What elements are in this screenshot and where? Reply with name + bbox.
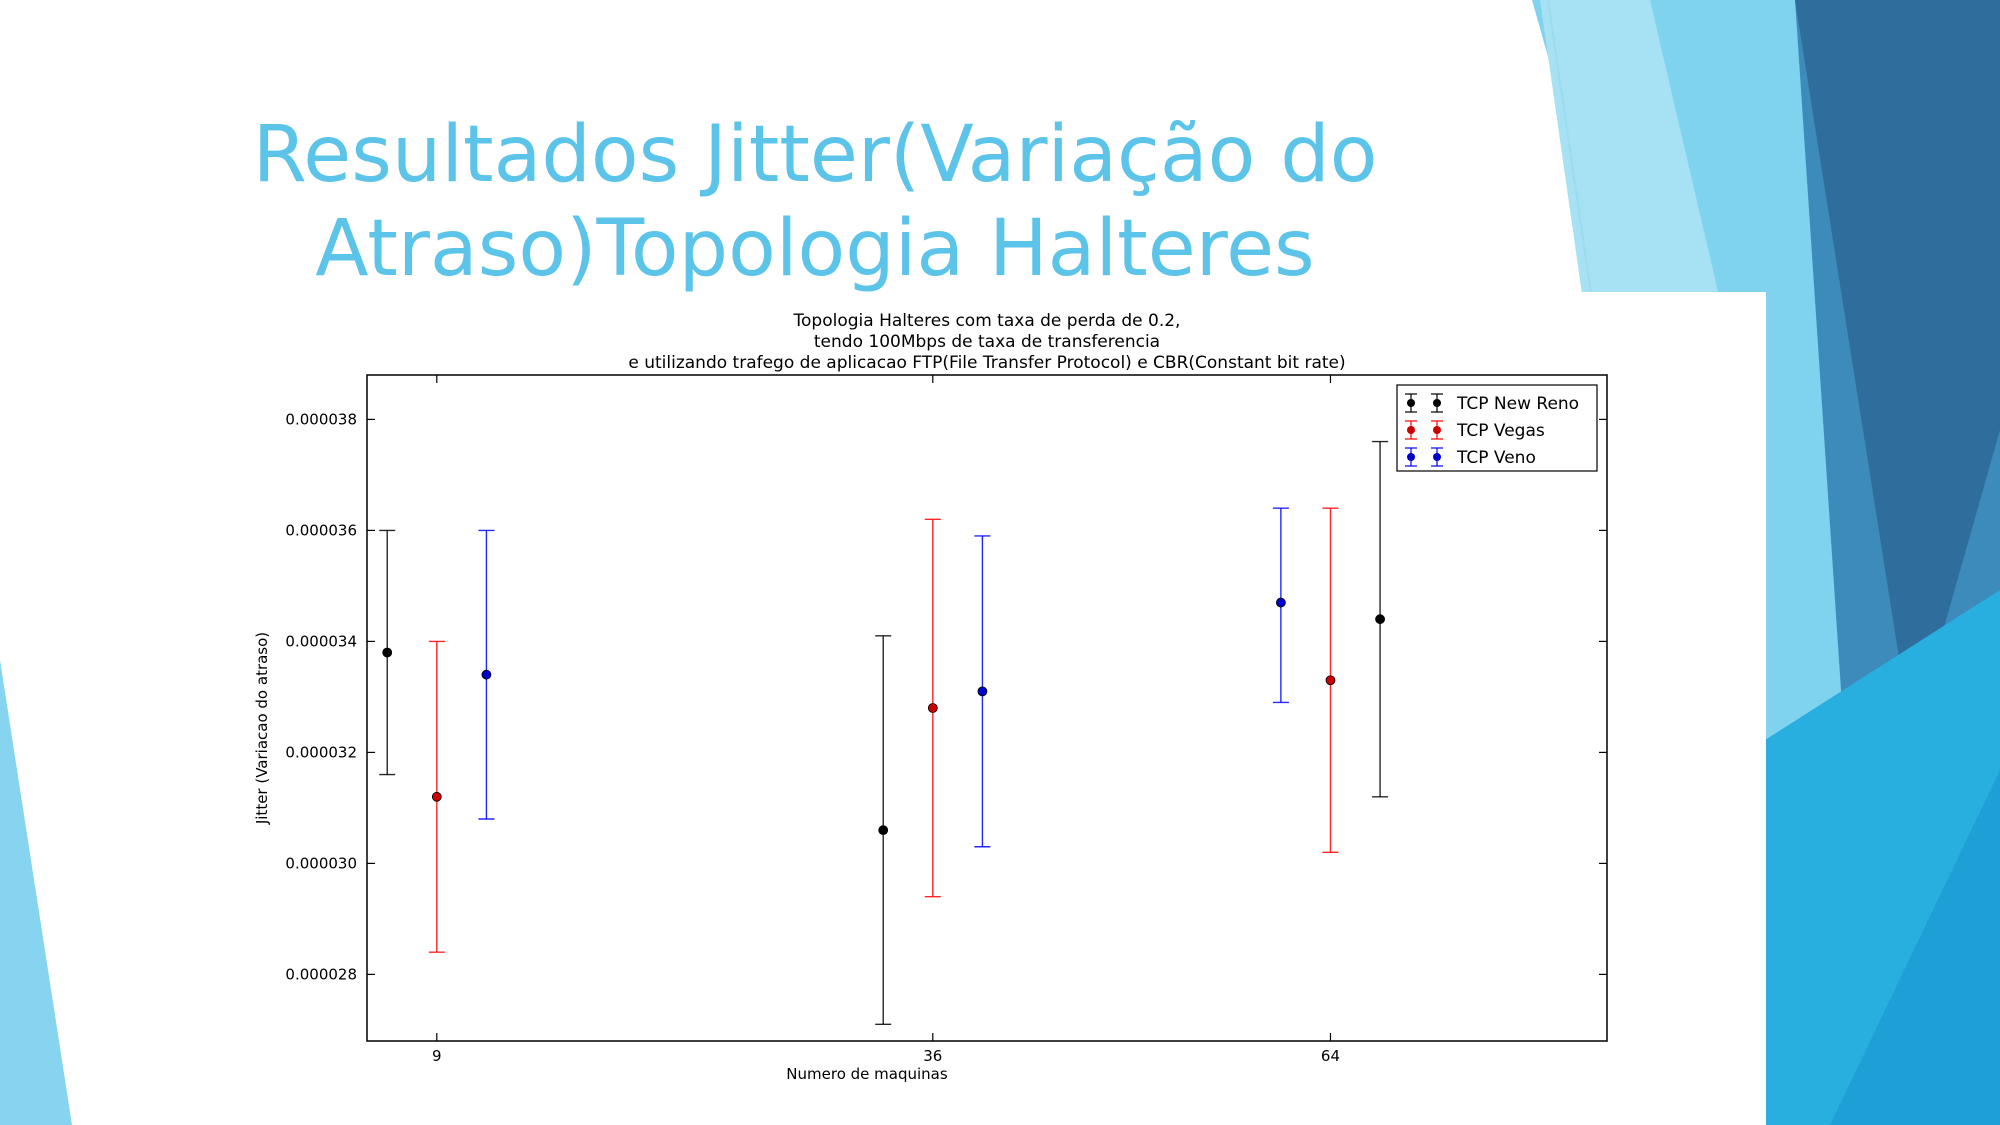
tcp-vegas-legend-label: TCP Vegas	[1456, 421, 1545, 441]
plot-panel: Topologia Halteres com taxa de perda de …	[180, 292, 1766, 1125]
tcp-veno-legend-marker	[1407, 453, 1415, 461]
y-tick-label: 0.000036	[285, 521, 357, 539]
deco-left-triangle	[0, 660, 72, 1125]
tcp-vegas-point	[1325, 675, 1336, 686]
plot-frame	[366, 374, 1608, 1042]
tcp-veno-point	[1275, 597, 1286, 608]
tcp-new-reno-point	[382, 647, 393, 658]
y-tick-label: 0.000030	[285, 854, 357, 872]
jitter-errorbar-chart: Topologia Halteres com taxa de perda de …	[253, 311, 1608, 1083]
chart-title-line-1: Topologia Halteres com taxa de perda de …	[793, 311, 1181, 331]
chart-title-line-3: e utilizando trafego de aplicacao FTP(Fi…	[628, 353, 1345, 373]
y-tick-label: 0.000034	[285, 632, 357, 650]
tcp-veno-legend-label: TCP Veno	[1456, 448, 1536, 468]
x-tick-label: 36	[923, 1047, 942, 1065]
chart-title-line-2: tendo 100Mbps de taxa de transferencia	[814, 332, 1160, 352]
tcp-vegas-legend-marker	[1433, 426, 1441, 434]
tcp-veno-point	[977, 686, 988, 697]
tcp-new-reno-legend-label: TCP New Reno	[1456, 394, 1579, 414]
tcp-new-reno-point	[1375, 614, 1385, 625]
slide-title-line-1: Resultados Jitter(Variação do	[252, 110, 1378, 200]
legend-box	[1396, 384, 1598, 472]
tcp-vegas-point	[927, 703, 938, 713]
slide-title: Resultados Jitter(Variação do Atraso)Top…	[240, 108, 1390, 296]
y-tick-label: 0.000038	[285, 410, 357, 428]
y-axis-label: Jitter (Variacao do atraso)	[253, 632, 271, 825]
tcp-new-reno-point	[878, 825, 889, 835]
y-tick-label: 0.000032	[285, 743, 357, 761]
tcp-new-reno-legend-marker	[1433, 399, 1441, 407]
x-tick-label: 9	[432, 1047, 442, 1065]
tcp-veno-legend-marker	[1433, 453, 1441, 461]
slide-title-line-2: Atraso)Topologia Halteres	[315, 204, 1315, 294]
tcp-new-reno-legend-marker	[1407, 399, 1415, 407]
tcp-vegas-legend-marker	[1407, 426, 1415, 434]
deco-right-blue	[1830, 770, 2000, 1125]
deco-thin-line	[1547, 0, 1593, 301]
x-axis-label: Numero de maquinas	[786, 1065, 948, 1083]
tcp-vegas-point	[431, 791, 442, 802]
x-tick-label: 64	[1321, 1047, 1340, 1065]
deco-right-dark	[1795, 0, 2000, 740]
y-tick-label: 0.000028	[285, 965, 357, 983]
tcp-veno-point	[481, 669, 492, 680]
